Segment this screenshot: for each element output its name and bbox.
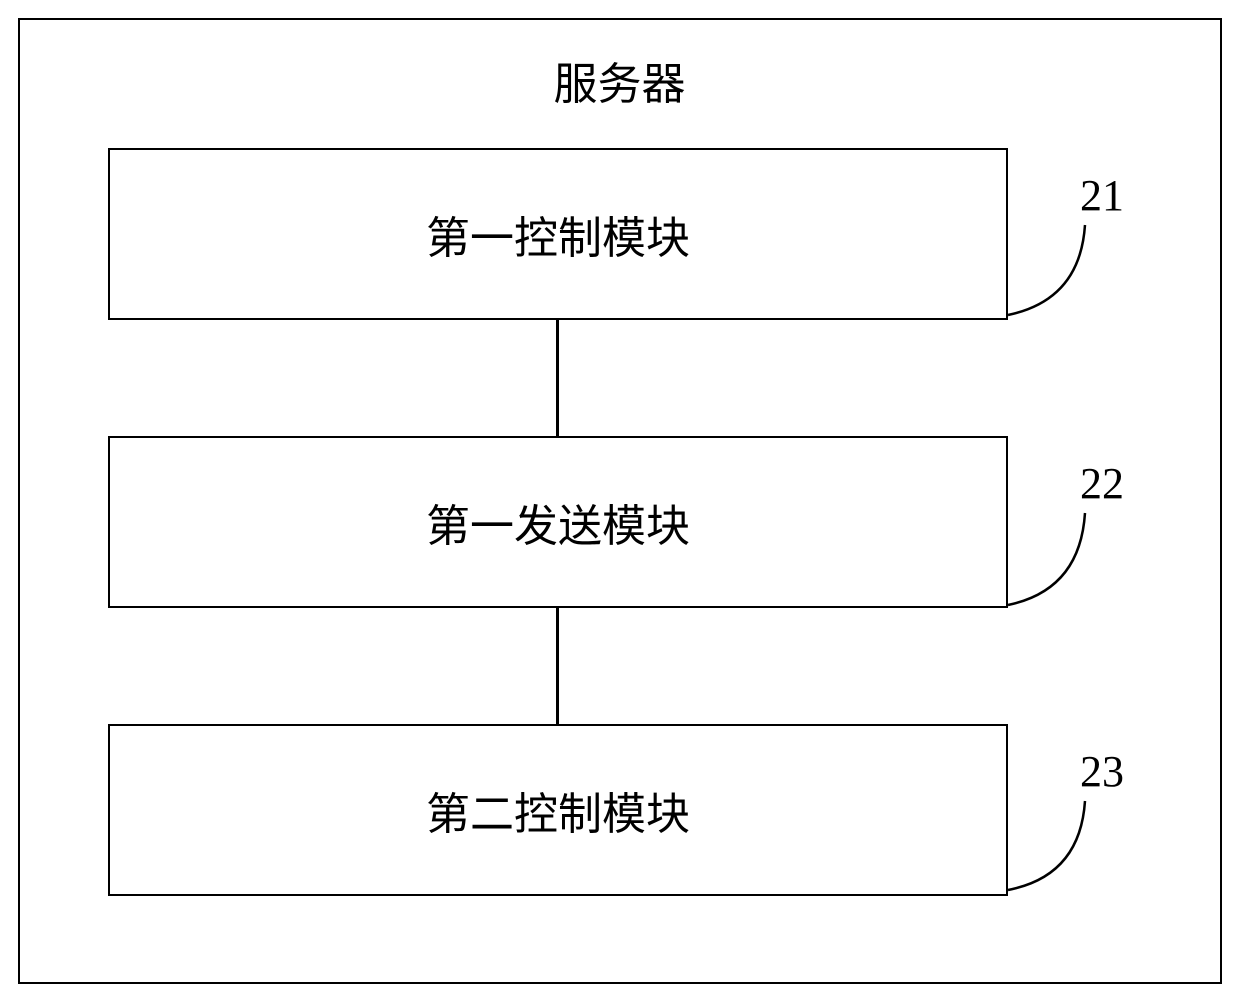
module-label: 第二控制模块: [426, 778, 690, 842]
diagram-title: 服务器: [0, 48, 1239, 112]
module-label: 第一控制模块: [426, 202, 690, 266]
connector-line: [556, 608, 559, 724]
module-first-send: 第一发送模块: [108, 436, 1008, 608]
module-label: 第一发送模块: [426, 490, 690, 554]
module-first-control: 第一控制模块: [108, 148, 1008, 320]
reference-number: 23: [1080, 746, 1124, 797]
reference-number: 21: [1080, 170, 1124, 221]
module-second-control: 第二控制模块: [108, 724, 1008, 896]
reference-number: 22: [1080, 458, 1124, 509]
connector-line: [556, 320, 559, 436]
